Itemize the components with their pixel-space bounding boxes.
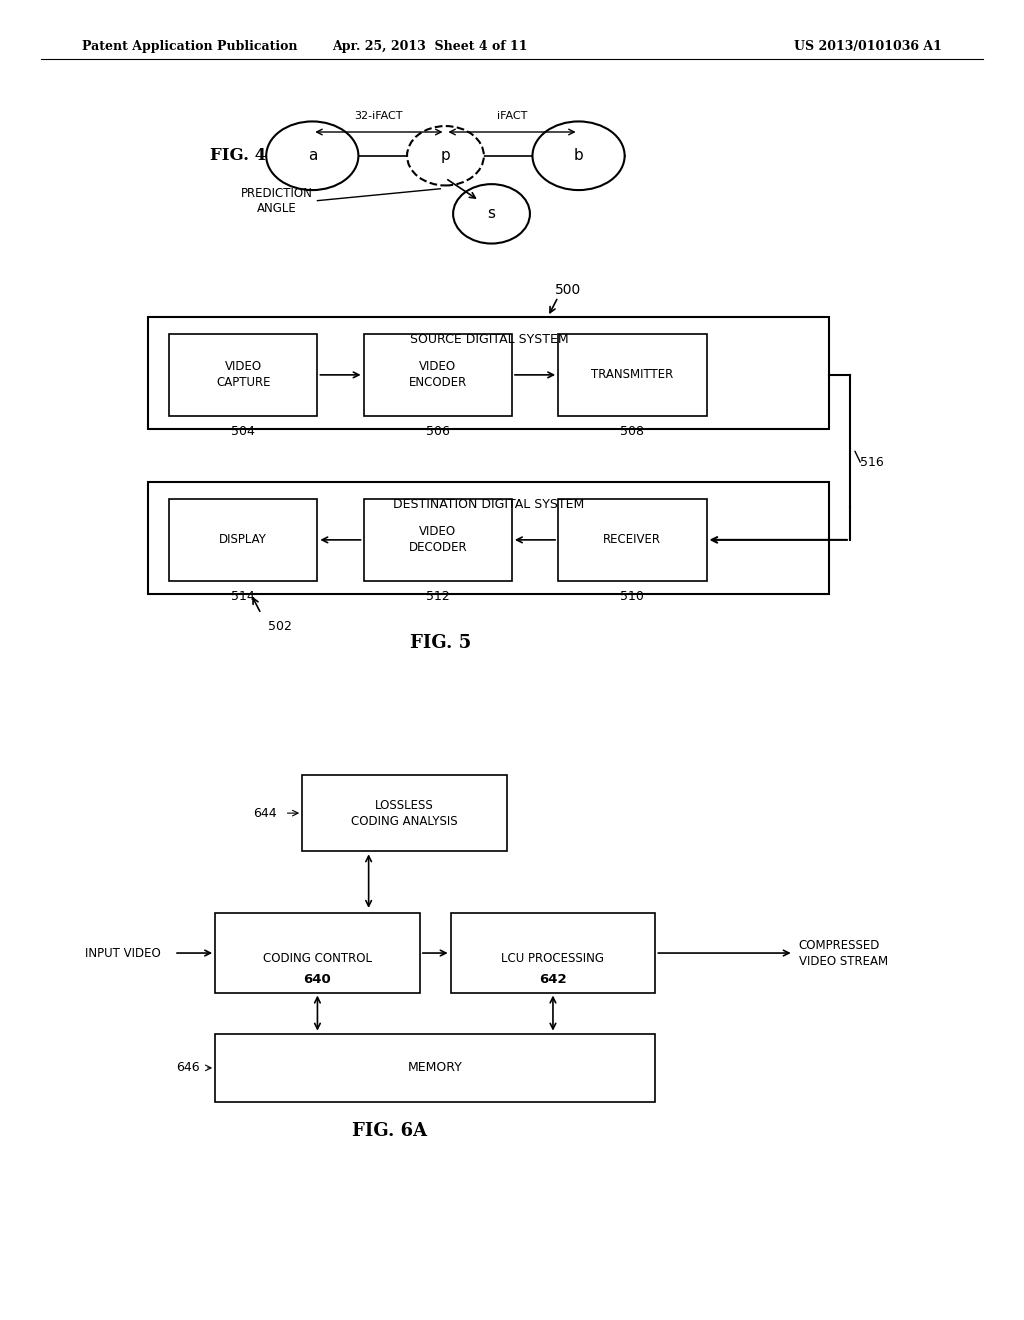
Text: p: p	[440, 148, 451, 164]
Text: b: b	[573, 148, 584, 164]
Ellipse shape	[408, 125, 483, 186]
FancyBboxPatch shape	[302, 775, 507, 851]
Text: 516: 516	[860, 455, 884, 469]
FancyBboxPatch shape	[364, 334, 512, 416]
Text: CODING CONTROL: CODING CONTROL	[263, 952, 372, 965]
Text: 646: 646	[176, 1061, 200, 1074]
Text: DESTINATION DIGITAL SYSTEM: DESTINATION DIGITAL SYSTEM	[393, 498, 585, 511]
Text: 642: 642	[540, 973, 566, 986]
FancyBboxPatch shape	[215, 1034, 655, 1102]
FancyBboxPatch shape	[169, 499, 317, 581]
Text: VIDEO
CAPTURE: VIDEO CAPTURE	[216, 360, 270, 389]
Text: a: a	[307, 148, 317, 164]
Text: COMPRESSED
VIDEO STREAM: COMPRESSED VIDEO STREAM	[799, 939, 888, 968]
Text: RECEIVER: RECEIVER	[603, 533, 662, 546]
Text: VIDEO
ENCODER: VIDEO ENCODER	[409, 360, 467, 389]
Text: US 2013/0101036 A1: US 2013/0101036 A1	[795, 40, 942, 53]
Text: Patent Application Publication: Patent Application Publication	[82, 40, 297, 53]
Ellipse shape	[453, 185, 530, 244]
Text: MEMORY: MEMORY	[408, 1061, 463, 1074]
Text: 508: 508	[621, 425, 644, 438]
FancyBboxPatch shape	[364, 499, 512, 581]
Text: 644: 644	[253, 807, 276, 820]
Text: PREDICTION
ANGLE: PREDICTION ANGLE	[241, 186, 312, 215]
Text: FIG. 4: FIG. 4	[210, 148, 266, 164]
FancyBboxPatch shape	[215, 913, 420, 993]
Text: FIG. 5: FIG. 5	[410, 634, 471, 652]
Text: LOSSLESS
CODING ANALYSIS: LOSSLESS CODING ANALYSIS	[351, 799, 458, 828]
FancyBboxPatch shape	[148, 482, 829, 594]
Text: 506: 506	[426, 425, 450, 438]
Text: DISPLAY: DISPLAY	[219, 533, 267, 546]
Text: 500: 500	[555, 282, 582, 297]
FancyBboxPatch shape	[558, 499, 707, 581]
Text: s: s	[487, 206, 496, 222]
Text: 640: 640	[303, 973, 332, 986]
Text: SOURCE DIGITAL SYSTEM: SOURCE DIGITAL SYSTEM	[410, 333, 568, 346]
FancyBboxPatch shape	[148, 317, 829, 429]
FancyBboxPatch shape	[451, 913, 655, 993]
Text: INPUT VIDEO: INPUT VIDEO	[85, 946, 161, 960]
Text: VIDEO
DECODER: VIDEO DECODER	[409, 525, 467, 554]
Text: iFACT: iFACT	[497, 111, 527, 121]
Text: 512: 512	[426, 590, 450, 603]
Text: LCU PROCESSING: LCU PROCESSING	[502, 952, 604, 965]
Text: 502: 502	[268, 620, 292, 634]
Text: Apr. 25, 2013  Sheet 4 of 11: Apr. 25, 2013 Sheet 4 of 11	[333, 40, 527, 53]
FancyBboxPatch shape	[558, 334, 707, 416]
Text: 32-iFACT: 32-iFACT	[354, 111, 403, 121]
Ellipse shape	[532, 121, 625, 190]
FancyBboxPatch shape	[169, 334, 317, 416]
Text: 510: 510	[621, 590, 644, 603]
Text: FIG. 6A: FIG. 6A	[351, 1122, 427, 1140]
Ellipse shape	[266, 121, 358, 190]
Text: 504: 504	[231, 425, 255, 438]
Text: 514: 514	[231, 590, 255, 603]
Text: TRANSMITTER: TRANSMITTER	[591, 368, 674, 381]
